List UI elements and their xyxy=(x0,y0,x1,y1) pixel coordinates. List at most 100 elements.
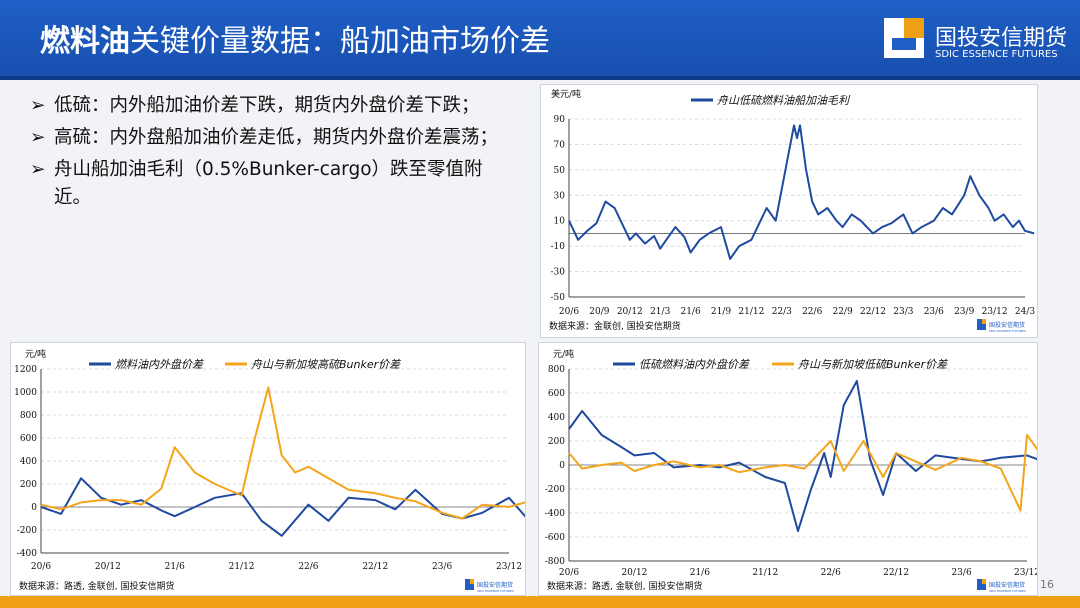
y-tick-label: -400 xyxy=(545,509,565,519)
y-tick-label: 200 xyxy=(548,437,565,447)
logo-text-cn: 国投安信期货 xyxy=(477,581,513,589)
x-tick-label: 21/12 xyxy=(752,568,778,578)
x-tick-label: 22/12 xyxy=(860,307,886,317)
slide-title: 燃料油关键价量数据：船加油市场价差 xyxy=(40,24,550,59)
chart-hsfo-spread: 元/吨 1200 1000 800 600 400 200 0 -200 -400 20/6 20/1… xyxy=(14,348,525,593)
series-line xyxy=(568,434,1037,512)
bullet-item: ➢ 舟山船加油毛利（0.5%Bunker-cargo）跌至零值附近。 xyxy=(30,156,510,212)
y-tick-label: 10 xyxy=(554,217,566,227)
y-tick-label: 200 xyxy=(20,480,37,490)
x-tick-label: 22/12 xyxy=(362,562,388,572)
y-tick-label: 400 xyxy=(548,413,565,423)
x-tick-label: 23/6 xyxy=(924,307,944,317)
x-tick-label: 20/6 xyxy=(559,568,579,578)
y-tick-label: -200 xyxy=(17,526,37,536)
source-note: 数据来源：金联创, 国投安信期货 xyxy=(549,320,681,332)
bullet-item: ➢ 低硫：内外船加油价差下跌，期货内外盘价差下跌； xyxy=(30,92,510,120)
legend-label: 舟山与新加坡高硫Bunker价差 xyxy=(251,358,401,371)
x-tick-label: 21/3 xyxy=(650,307,670,317)
x-tick-label: 23/9 xyxy=(954,307,974,317)
bullet-list: ➢ 低硫：内外船加油价差下跌，期货内外盘价差下跌； ➢ 高硫：内外盘船加油价差走低，… xyxy=(30,92,510,216)
x-tick-label: 21/6 xyxy=(690,568,710,578)
chart-panel-bunker-margin: 美元/吨 90 70 50 30 10 -10 -30 -50 20/6 20/9 20/12 21/3… xyxy=(540,84,1038,338)
x-tick-label: 21/12 xyxy=(229,562,255,572)
bullet-text: 舟山船加油毛利（0.5%Bunker-cargo）跌至零值附近。 xyxy=(54,159,483,208)
legend-label: 低硫燃料油内外盘价差 xyxy=(639,358,750,371)
logo-text-en: SDIC ESSENCE FUTURES xyxy=(935,49,1058,60)
x-tick-label: 23/12 xyxy=(496,562,522,572)
x-tick-label: 23/6 xyxy=(432,562,452,572)
legend-label: 舟山与新加坡低硫Bunker价差 xyxy=(798,358,948,371)
x-tick-label: 23/12 xyxy=(1014,568,1037,578)
series-line xyxy=(568,380,1037,532)
axis-unit-label: 元/吨 xyxy=(25,348,46,360)
x-tick-label: 20/12 xyxy=(95,562,121,572)
x-tick-label: 20/12 xyxy=(621,568,647,578)
y-tick-label: -400 xyxy=(17,549,37,559)
bullet-text: 低硫：内外船加油价差下跌，期货内外盘价差下跌； xyxy=(54,95,480,116)
x-tick-label: 23/3 xyxy=(893,307,913,317)
y-tick-label: 30 xyxy=(554,191,566,201)
logo-text-cn: 国投安信期货 xyxy=(989,321,1025,329)
arrow-icon: ➢ xyxy=(30,127,46,148)
y-tick-label: 0 xyxy=(31,503,37,513)
y-tick-label: 50 xyxy=(554,166,566,176)
bullet-item: ➢ 高硫：内外盘船加油价差走低，期货内外盘价差震荡； xyxy=(30,124,510,152)
x-tick-label: 21/9 xyxy=(711,307,731,317)
header-divider xyxy=(0,76,1080,80)
x-tick-label: 22/3 xyxy=(772,307,792,317)
x-tick-label: 23/12 xyxy=(982,307,1008,317)
logo-text-cn: 国投安信期货 xyxy=(989,581,1025,589)
x-tick-label: 21/6 xyxy=(680,307,700,317)
legend-label: 燃料油内外盘价差 xyxy=(115,358,204,371)
series-line xyxy=(40,386,525,520)
logo-text-en: SDIC ESSENCE FUTURES xyxy=(477,589,514,593)
x-tick-label: 22/9 xyxy=(832,307,852,317)
arrow-icon: ➢ xyxy=(30,159,46,180)
arrow-icon: ➢ xyxy=(30,95,46,116)
x-tick-label: 22/12 xyxy=(883,568,909,578)
y-tick-label: 0 xyxy=(559,461,565,471)
x-tick-label: 22/6 xyxy=(821,568,841,578)
x-tick-label: 23/6 xyxy=(951,568,971,578)
sdic-logo-icon xyxy=(884,18,924,58)
x-tick-label: 21/6 xyxy=(165,562,185,572)
x-tick-label: 20/6 xyxy=(31,562,51,572)
x-tick-label: 22/6 xyxy=(298,562,318,572)
x-tick-label: 20/12 xyxy=(617,307,643,317)
axis-unit-label: 美元/吨 xyxy=(551,88,581,100)
logo-text-en: SDIC ESSENCE FUTURES xyxy=(989,589,1026,593)
x-tick-label: 20/9 xyxy=(589,307,609,317)
y-tick-label: 70 xyxy=(554,140,566,150)
y-tick-label: -10 xyxy=(551,242,566,252)
chart-bunker-margin: 美元/吨 90 70 50 30 10 -10 -30 -50 20/6 20/9 20/12 21/3… xyxy=(549,88,1035,333)
y-tick-label: -30 xyxy=(551,268,566,278)
x-tick-label: 21/12 xyxy=(738,307,764,317)
y-tick-label: -50 xyxy=(551,293,566,303)
logo-text-en: SDIC ESSENCE FUTURES xyxy=(989,329,1026,333)
legend-label: 舟山低硫燃料油船加油毛利 xyxy=(717,94,851,107)
y-tick-label: -800 xyxy=(545,557,565,567)
y-tick-label: 800 xyxy=(20,411,37,421)
bullet-text: 高硫：内外盘船加油价差走低，期货内外盘价差震荡； xyxy=(54,127,499,148)
y-tick-label: 600 xyxy=(548,389,565,399)
x-tick-label: 20/6 xyxy=(559,307,579,317)
y-tick-label: -200 xyxy=(545,485,565,495)
y-tick-label: 400 xyxy=(20,457,37,467)
axis-unit-label: 元/吨 xyxy=(553,348,574,360)
y-tick-label: 1200 xyxy=(14,365,37,375)
y-tick-label: 1000 xyxy=(14,388,37,398)
page-number: 16 xyxy=(1040,578,1054,591)
chart-panel-hsfo-spread: 元/吨 1200 1000 800 600 400 200 0 -200 -400 20/6 20/1… xyxy=(10,342,526,596)
source-note: 数据来源：路透, 金联创, 国投安信期货 xyxy=(19,580,174,592)
logo-text-cn: 国投安信期货 xyxy=(935,26,1068,51)
y-tick-label: 600 xyxy=(20,434,37,444)
y-tick-label: -600 xyxy=(545,533,565,543)
source-note: 数据来源：路透, 金联创, 国投安信期货 xyxy=(547,580,702,592)
series-line xyxy=(40,477,525,537)
x-tick-label: 24/3 xyxy=(1015,307,1035,317)
